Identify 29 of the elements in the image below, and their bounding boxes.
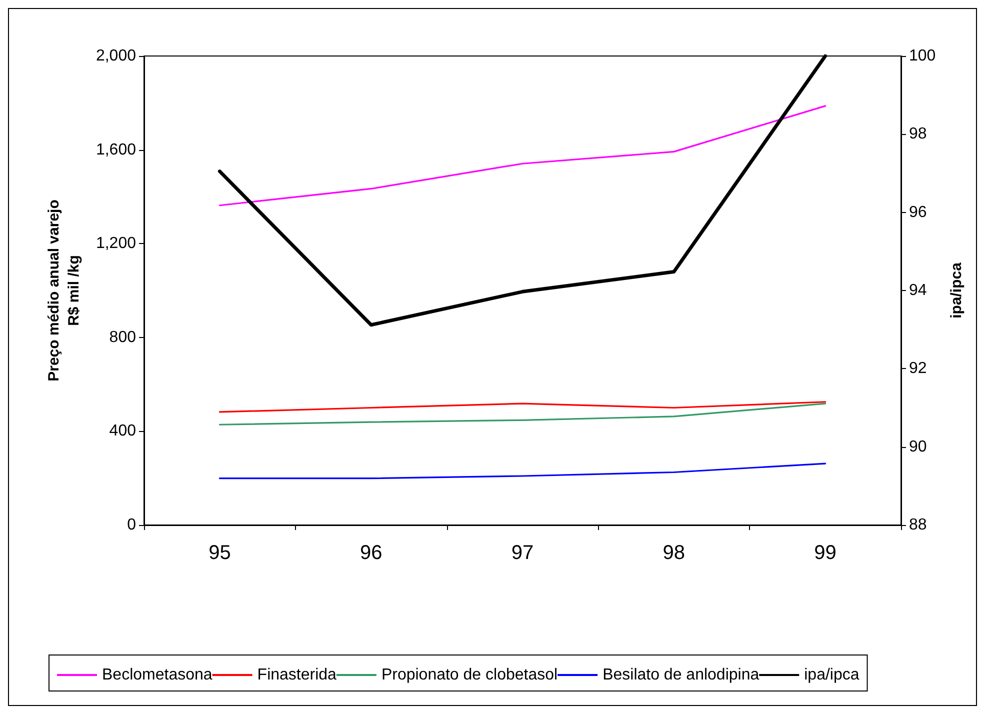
legend-label: ipa/ipca [804,666,860,684]
x-tick-label: 96 [360,542,382,564]
line-series [218,462,826,480]
x-tick-label: 99 [814,542,836,564]
line-series [218,402,826,426]
y2-tick-label: 92 [909,360,927,378]
y-tick-label: 1,600 [96,141,136,158]
y2-tick-label: 96 [909,204,927,221]
y-tick-label: 2,000 [96,48,136,64]
line-series [218,105,826,206]
y2-tick-label: 94 [909,282,927,299]
y-tick-label: 1,200 [96,235,136,252]
line-series [218,401,826,413]
legend-label: Besilato de anlodipina [602,666,760,684]
legend-label: Propionato de clobetasol [381,666,558,684]
y-tick-label: 0 [127,516,136,534]
y2-tick-label: 90 [909,438,927,456]
y-tick-label: 800 [109,328,136,346]
y2-tick-label: 88 [909,516,927,534]
y2-tick-label: 100 [909,48,936,64]
x-tick-label: 97 [511,542,534,564]
legend-label: Finasterida [257,666,337,684]
x-tick-label: 98 [662,542,686,564]
legend-label: Beclometasona [102,666,212,684]
y-axis-title: Preço médio anual varejo R$ mil /kg [46,200,82,382]
x-tick-label: 95 [208,542,231,564]
y2-tick-label: 98 [909,126,927,143]
y-tick-label: 400 [109,422,136,440]
y2-axis-title: ipa/ipca [948,262,966,318]
